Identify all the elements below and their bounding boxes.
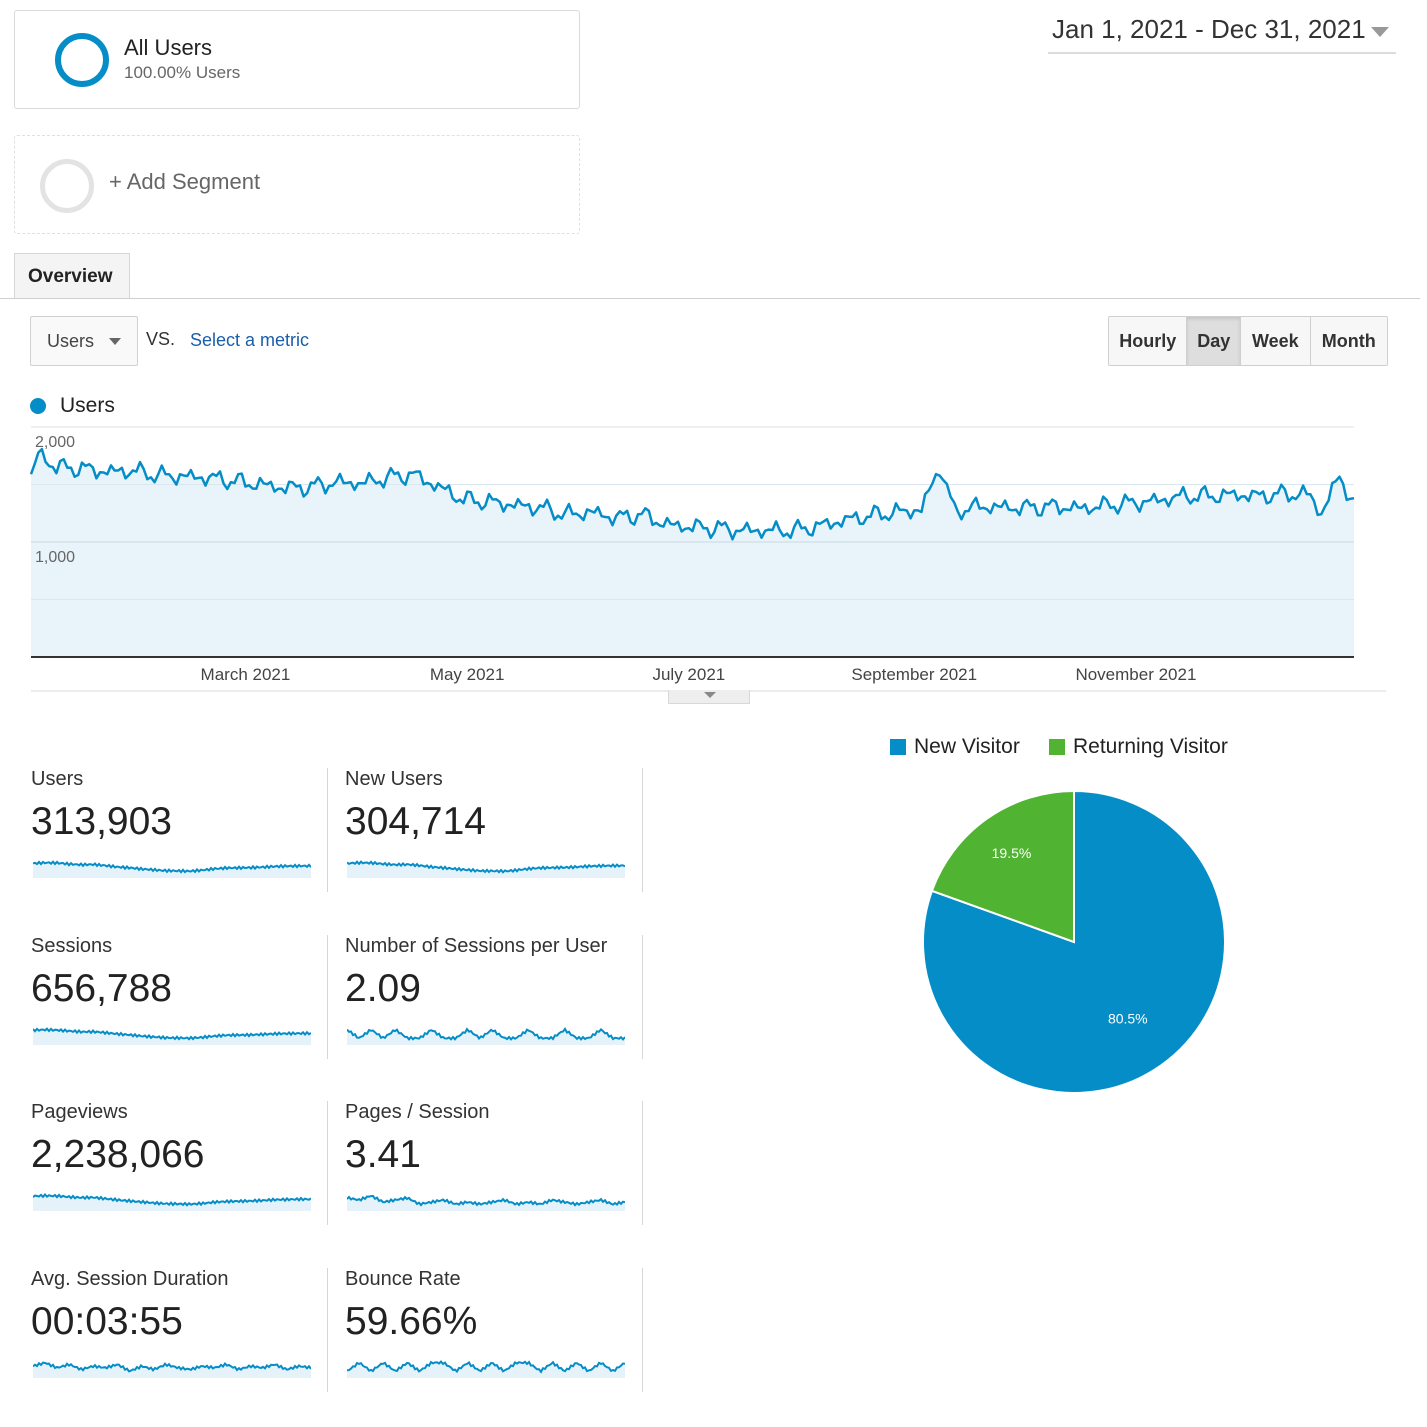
vs-label: VS.: [146, 329, 176, 349]
sparkline-line: [347, 1360, 625, 1374]
segment-subtitle: 100.00% Users: [124, 63, 241, 82]
returning-visitor-legend-label: Returning Visitor: [1073, 735, 1228, 758]
pie-slice: [930, 789, 1075, 944]
returning-visitor-swatch: [1049, 739, 1065, 755]
metric-sparkline: [33, 1361, 311, 1378]
tab-overview-label: Overview: [28, 266, 113, 287]
x-tick-label: November 2021: [1075, 665, 1196, 684]
metric-value: 656,788: [31, 967, 172, 1010]
metric-tile[interactable]: Bounce Rate 59.66%: [345, 1268, 635, 1394]
metric-sparkline: [33, 860, 311, 878]
metrics-divider: [327, 1268, 328, 1392]
series-legend-label: Users: [60, 394, 115, 417]
tab-overview[interactable]: Overview: [14, 253, 130, 299]
sparkline-line: [33, 1192, 311, 1207]
x-tick-label: March 2021: [201, 665, 291, 684]
add-segment-card[interactable]: + Add Segment: [14, 135, 580, 234]
series-area: [31, 449, 1354, 657]
metric-tile[interactable]: Avg. Session Duration 00:03:55: [31, 1268, 321, 1394]
metric-tile[interactable]: Users 313,903: [31, 768, 321, 894]
metrics-divider: [642, 935, 643, 1059]
y-tick-label: 2,000: [35, 434, 75, 451]
metric-value: 59.66%: [345, 1300, 478, 1343]
metric-select-value: Users: [47, 331, 95, 351]
metric-value: 304,714: [345, 800, 486, 843]
x-tick-label: July 2021: [652, 665, 725, 684]
expand-chevron-icon: [704, 692, 716, 698]
sparkline-area: [33, 1362, 311, 1378]
select-metric-link[interactable]: Select a metric: [190, 330, 310, 350]
metric-sparkline: [33, 1027, 311, 1045]
metrics-divider: [642, 768, 643, 892]
metrics-divider: [642, 1101, 643, 1225]
users-line-chart: 2,000 1,000 March 2021 May 2021 July 2021 Sep…: [29, 426, 1386, 692]
metric-label: Number of Sessions per User: [345, 935, 608, 957]
metric-select-dropdown[interactable]: Users: [30, 316, 138, 366]
metric-value: 00:03:55: [31, 1300, 183, 1343]
x-tick-label: May 2021: [430, 665, 505, 684]
segment-all-users[interactable]: All Users 100.00% Users: [14, 10, 580, 109]
metric-tile[interactable]: Number of Sessions per User 2.09: [345, 935, 635, 1061]
metrics-divider: [327, 1101, 328, 1225]
metric-tile[interactable]: Pages / Session 3.41: [345, 1101, 635, 1227]
week-button[interactable]: Week: [1241, 317, 1311, 365]
metric-label: New Users: [345, 768, 443, 790]
metric-label: Sessions: [31, 935, 113, 957]
series-line: [29, 447, 1355, 541]
metric-value: 2,238,066: [31, 1133, 205, 1176]
metric-label: Users: [31, 768, 84, 790]
segment-ring-icon: [55, 33, 109, 87]
visitor-type-pie-chart: 80.5% 19.5%: [922, 789, 1226, 1094]
sparkline-area: [347, 1028, 625, 1045]
metric-value: 2.09: [345, 967, 421, 1010]
metric-sparkline: [347, 860, 625, 878]
sparkline-area: [33, 1194, 311, 1211]
sparkline-line: [347, 1027, 625, 1041]
date-range-label: Jan 1, 2021 - Dec 31, 2021: [1052, 14, 1366, 44]
metric-label: Pageviews: [31, 1101, 128, 1123]
sparkline-line: [347, 860, 625, 874]
pie-slice-label: 80.5%: [1108, 1011, 1148, 1027]
new-visitor-swatch: [890, 739, 906, 755]
month-button[interactable]: Month: [1310, 317, 1387, 365]
metrics-divider: [642, 1268, 643, 1392]
chart-expand-handle[interactable]: [668, 690, 750, 704]
metric-label: Pages / Session: [345, 1101, 490, 1123]
metrics-divider: [327, 935, 328, 1059]
metrics-divider: [327, 768, 328, 892]
granularity-toggle: Hourly Day Week Month: [1108, 316, 1388, 366]
day-button[interactable]: Day: [1187, 317, 1242, 365]
metric-sparkline: [347, 1360, 625, 1378]
dropdown-arrow-icon: [109, 338, 121, 345]
new-visitor-legend-label: New Visitor: [914, 735, 1020, 758]
y-tick-label: 1,000: [35, 549, 75, 566]
sparkline-line: [33, 1027, 311, 1041]
sparkline-line: [33, 1361, 311, 1373]
tab-divider: [0, 298, 1420, 299]
metric-label: Avg. Session Duration: [31, 1268, 229, 1290]
sparkline-line: [347, 1194, 625, 1207]
metric-tile[interactable]: Sessions 656,788: [31, 935, 321, 1061]
metric-value: 3.41: [345, 1133, 421, 1176]
metric-tile[interactable]: New Users 304,714: [345, 768, 635, 894]
date-range-picker[interactable]: Jan 1, 2021 - Dec 31, 2021: [1048, 10, 1396, 54]
pie-slice-label: 19.5%: [992, 845, 1032, 861]
pie-slice: [922, 789, 1226, 1094]
metric-sparkline: [347, 1194, 625, 1211]
sparkline-area: [347, 1361, 625, 1378]
metric-sparkline: [33, 1192, 311, 1211]
metric-tile[interactable]: Pageviews 2,238,066: [31, 1101, 321, 1227]
segment-title: All Users: [124, 35, 213, 60]
chevron-down-icon: [1371, 27, 1389, 37]
empty-segment-ring-icon: [40, 159, 94, 213]
x-tick-label: September 2021: [851, 665, 977, 684]
metric-label: Bounce Rate: [345, 1268, 461, 1290]
metric-sparkline: [347, 1027, 625, 1045]
sparkline-line: [33, 860, 311, 874]
add-segment-label: + Add Segment: [109, 169, 261, 194]
series-legend-dot: [30, 398, 46, 414]
hourly-button[interactable]: Hourly: [1109, 317, 1188, 365]
metric-value: 313,903: [31, 800, 172, 843]
